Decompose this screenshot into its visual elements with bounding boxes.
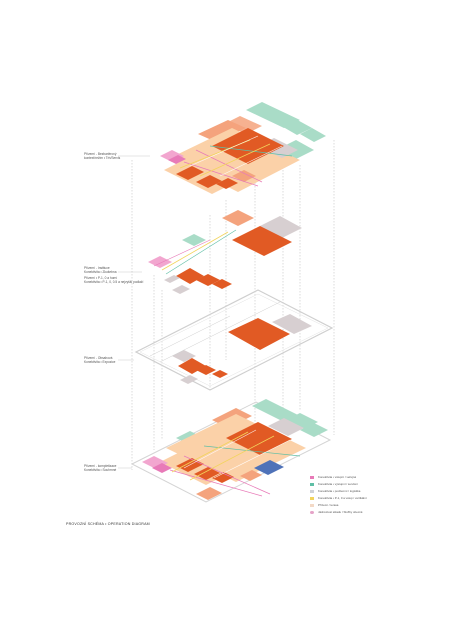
layer-1-diagram <box>160 102 326 194</box>
layer-3-label: Přízemí - Obsahová Konektivita • Expozic… <box>84 356 115 364</box>
legend-swatch-1 <box>310 476 314 480</box>
layer-2-label-line1: Přízemí - Instituce <box>84 266 110 270</box>
layer-2-diagram <box>148 210 302 294</box>
layer-2-label-line2: Konektivita • Zkušebna <box>84 270 117 274</box>
legend-swatch-6 <box>310 511 314 515</box>
layer-4-label-line2: Konektivita • Souhrnné <box>84 468 117 472</box>
layer-1-label-line1: Přízemí - Bezbariérový <box>84 152 117 156</box>
layer-4-label: Přízemí - kompletizace Konektivita • Sou… <box>84 464 116 472</box>
legend-text-3: Konektivita • podzemní / logistika <box>318 489 361 493</box>
legend-text-5: Přízemí / terasa <box>318 503 339 507</box>
layer-1-label-line2: kontext/režim • Trh/Servis <box>84 156 121 160</box>
label-leaders <box>118 155 150 469</box>
layer-3-label-line1: Přízemí - Obsahová <box>84 356 113 360</box>
legend-text-6: Jádrovitost skladu / Služby obecně <box>318 510 363 514</box>
legend-swatch-5 <box>310 504 314 508</box>
layer-2-label-line3: Přízemí • P-1, 0 a horní <box>84 276 118 280</box>
legend-swatch-4 <box>310 497 314 501</box>
legend-text-4: Konektivita • P-1, 0 a vstup / vertikáln… <box>318 496 367 500</box>
layer-1-label: Přízemí - Bezbariérový kontext/režim • T… <box>84 152 120 160</box>
layer-2-label: Přízemí - Instituce Konektivita • Zkušeb… <box>84 266 143 284</box>
legend-text-2: Konektivita • výstupní / servisní <box>318 482 358 486</box>
legend-swatch-3 <box>310 490 314 494</box>
layer-4-label-line1: Přízemí - kompletizace <box>84 464 117 468</box>
diagram-caption: PROVOZNÍ SCHÉMA • OPERATION DIAGRAM <box>66 522 150 526</box>
layer-3-diagram <box>134 289 334 391</box>
layer-2-label-line4: Konektivita • P-1, 0, 0.5 a nejvyšší pod… <box>84 280 144 284</box>
legend-text-1: Konektivita • vstupní / veřejná <box>318 475 356 479</box>
layer-4-diagram <box>130 399 332 503</box>
legend-swatch-2 <box>310 483 314 487</box>
layer-3-label-line2: Konektivita • Expozice <box>84 360 116 364</box>
